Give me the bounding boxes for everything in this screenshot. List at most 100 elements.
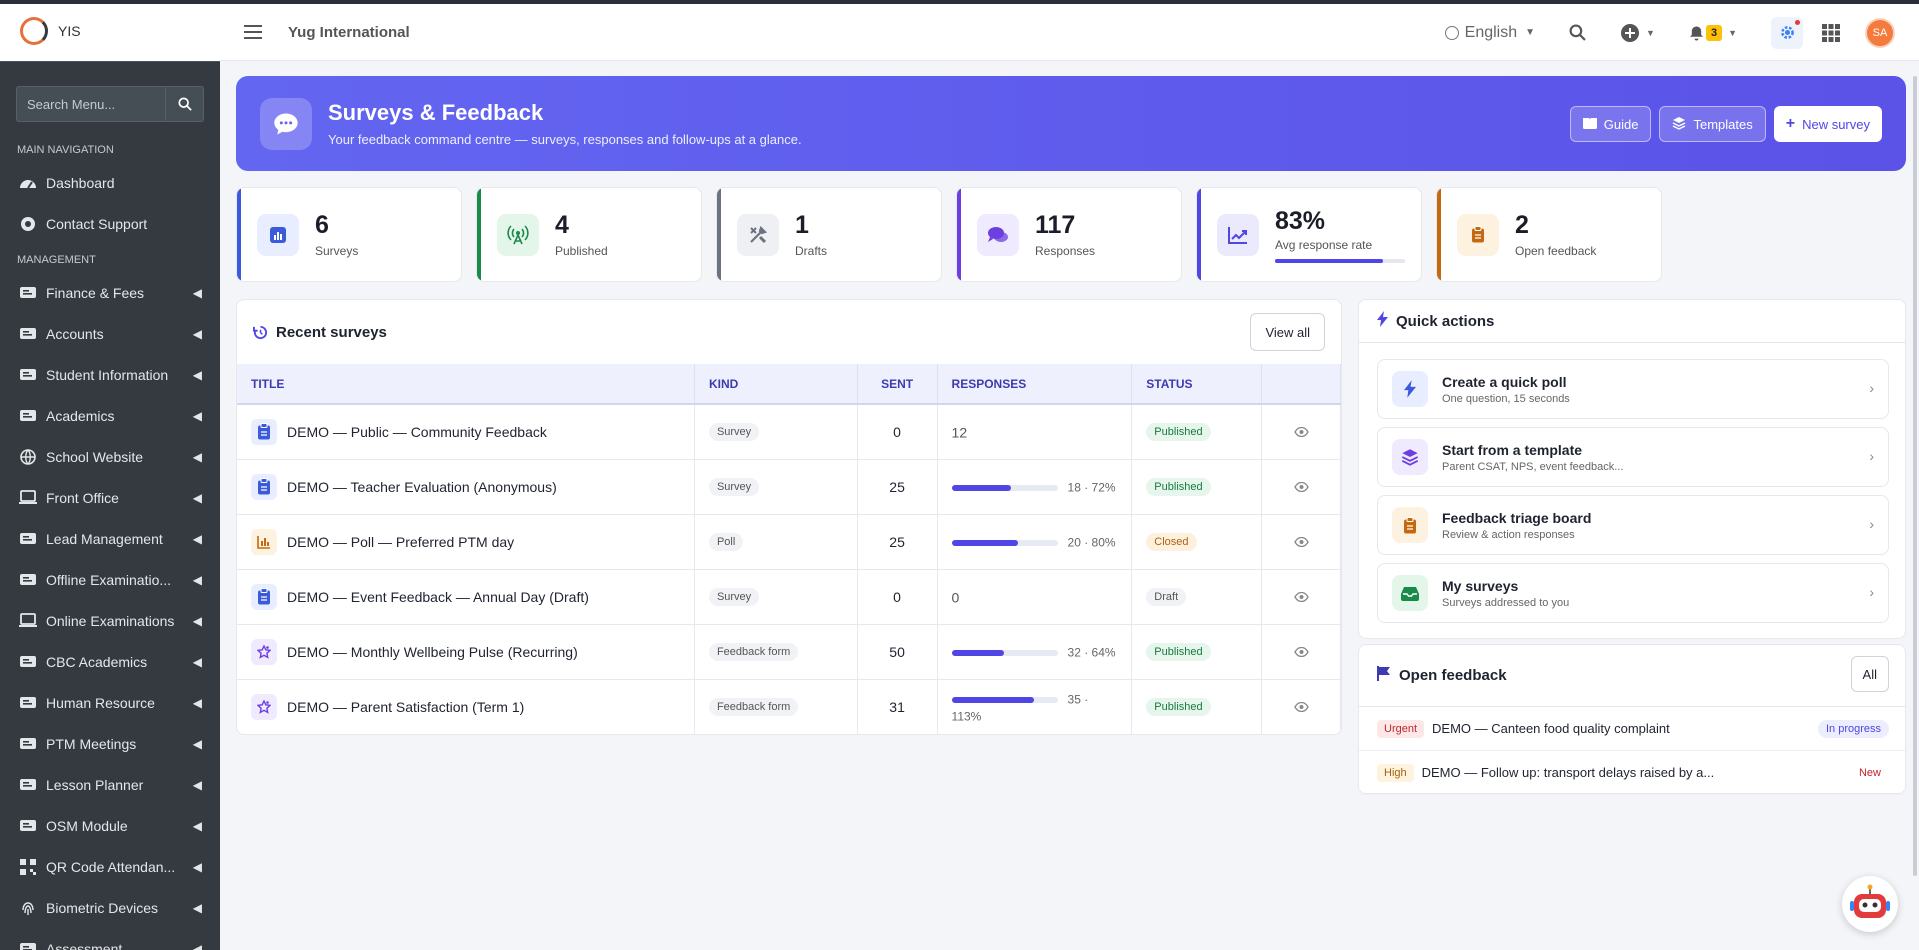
guide-button[interactable]: Guide xyxy=(1569,106,1652,142)
survey-title[interactable]: DEMO — Parent Satisfaction (Term 1) xyxy=(287,698,525,715)
sidebar-item-cbc-academics[interactable]: CBC Academics ◀ xyxy=(0,641,220,682)
stat-accent-bar xyxy=(1197,188,1201,281)
sidebar-item-label: Lesson Planner xyxy=(46,776,144,793)
eye-icon[interactable] xyxy=(1293,479,1309,495)
eye-icon[interactable] xyxy=(1293,644,1309,660)
survey-title-cell: DEMO — Parent Satisfaction (Term 1) xyxy=(237,679,695,734)
sidebar-item-qr-code-attendan[interactable]: QR Code Attendan... ◀ xyxy=(0,846,220,887)
response-rate-bar xyxy=(951,539,1058,546)
stat-card-drafts[interactable]: 1 Drafts xyxy=(716,187,942,282)
table-row[interactable]: DEMO — Poll — Preferred PTM day Poll 25 … xyxy=(237,514,1341,570)
sidebar-item-label: OSM Module xyxy=(46,817,128,834)
user-avatar[interactable]: SA xyxy=(1865,17,1895,48)
feedback-text: DEMO — Follow up: transport delays raise… xyxy=(1421,765,1715,780)
quick-action-my-surveys[interactable]: My surveys Surveys addressed to you › xyxy=(1377,563,1889,623)
status-badge: Published xyxy=(1146,643,1211,661)
survey-title[interactable]: DEMO — Teacher Evaluation (Anonymous) xyxy=(287,478,557,495)
new-survey-button[interactable]: + New survey xyxy=(1773,106,1882,142)
star-icon xyxy=(251,638,277,665)
notifications-menu[interactable]: 3 ▼ xyxy=(1689,24,1737,41)
sidebar-item-osm-module[interactable]: OSM Module ◀ xyxy=(0,805,220,846)
responses-text: 12 xyxy=(951,424,968,441)
sidebar-item-contact-support[interactable]: Contact Support xyxy=(0,203,220,244)
guide-label: Guide xyxy=(1603,116,1639,132)
sidebar-item-finance-fees[interactable]: Finance & Fees ◀ xyxy=(0,272,220,313)
sidebar-item-lead-management[interactable]: Lead Management ◀ xyxy=(0,518,220,559)
table-row[interactable]: DEMO — Monthly Wellbeing Pulse (Recurrin… xyxy=(237,624,1341,680)
sidebar-item-online-examinations[interactable]: Online Examinations ◀ xyxy=(0,600,220,641)
survey-title[interactable]: DEMO — Event Feedback — Annual Day (Draf… xyxy=(287,588,589,605)
quick-action-feedback-triage-board[interactable]: Feedback triage board Review & action re… xyxy=(1377,495,1889,555)
stat-card-responses[interactable]: 117 Responses xyxy=(956,187,1182,282)
status-badge: Draft xyxy=(1146,588,1187,606)
responses-cell: 20 · 80% xyxy=(937,514,1133,570)
people-icon xyxy=(18,694,38,712)
table-row[interactable]: DEMO — Event Feedback — Annual Day (Draf… xyxy=(237,569,1341,625)
sidebar-item-ptm-meetings[interactable]: PTM Meetings ◀ xyxy=(0,723,220,764)
global-search-button[interactable] xyxy=(1569,24,1586,41)
quick-action-start-from-a-template[interactable]: Start from a template Parent CSAT, NPS, … xyxy=(1377,427,1889,487)
survey-title[interactable]: DEMO — Poll — Preferred PTM day xyxy=(287,533,515,550)
stat-card-surveys[interactable]: 6 Surveys xyxy=(236,187,462,282)
apps-grid-button[interactable] xyxy=(1821,23,1841,43)
funnel-icon xyxy=(18,530,38,548)
brand[interactable]: YIS xyxy=(0,0,220,62)
feedback-item[interactable]: High DEMO — Follow up: transport delays … xyxy=(1359,751,1905,795)
quick-action-create-a-quick-poll[interactable]: Create a quick poll One question, 15 sec… xyxy=(1377,359,1889,419)
eye-icon[interactable] xyxy=(1293,589,1309,605)
sent-cell: 50 xyxy=(857,624,938,680)
sidebar-item-offline-examinatio[interactable]: Offline Examinatio... ◀ xyxy=(0,559,220,600)
chevron-right-icon: › xyxy=(1869,516,1874,532)
sidebar-item-student-information[interactable]: Student Information ◀ xyxy=(0,354,220,395)
sidebar-item-accounts[interactable]: Accounts ◀ xyxy=(0,313,220,354)
hamburger-menu-icon[interactable] xyxy=(244,21,262,43)
feedback-status-badge: New xyxy=(1858,766,1881,779)
sidebar-item-school-website[interactable]: School Website ◀ xyxy=(0,436,220,477)
actions-cell xyxy=(1261,404,1341,460)
sidebar-item-label: QR Code Attendan... xyxy=(46,858,176,875)
desktop-icon xyxy=(18,489,38,507)
clipboard-icon xyxy=(251,473,277,500)
responses-cell: 35 · 113% xyxy=(937,679,1133,734)
menu-search-button[interactable] xyxy=(165,86,204,122)
sidebar-item-academics[interactable]: Academics ◀ xyxy=(0,395,220,436)
sidebar-item-biometric-devices[interactable]: Biometric Devices ◀ xyxy=(0,887,220,928)
grid-icon xyxy=(1822,23,1840,42)
sidebar-item-label: Assessment xyxy=(46,940,123,950)
quick-action-title: Start from a template xyxy=(1442,441,1583,458)
settings-button[interactable] xyxy=(1771,16,1803,49)
table-row[interactable]: DEMO — Teacher Evaluation (Anonymous) Su… xyxy=(237,459,1341,515)
school-icon xyxy=(18,407,38,425)
stat-card-published[interactable]: 4 Published xyxy=(476,187,702,282)
actions-cell xyxy=(1261,514,1341,570)
view-all-button[interactable]: View all xyxy=(1250,313,1325,351)
templates-button[interactable]: Templates xyxy=(1659,106,1766,142)
response-rate-bar xyxy=(951,484,1058,491)
kind-cell: Poll xyxy=(694,514,858,570)
sidebar-item-human-resource[interactable]: Human Resource ◀ xyxy=(0,682,220,723)
survey-title-cell: DEMO — Poll — Preferred PTM day xyxy=(237,514,695,570)
stat-card-open-feedback[interactable]: 2 Open feedback xyxy=(1436,187,1662,282)
quick-add-menu[interactable]: ▼ xyxy=(1620,23,1655,43)
eye-icon[interactable] xyxy=(1293,424,1309,440)
sidebar-item-dashboard[interactable]: Dashboard xyxy=(0,162,220,203)
notification-count-badge: 3 xyxy=(1705,24,1723,41)
table-row[interactable]: DEMO — Parent Satisfaction (Term 1) Feed… xyxy=(237,679,1341,734)
sidebar-item-assessment[interactable]: Assessment ◀ xyxy=(0,928,220,950)
page-scrollbar[interactable] xyxy=(1913,76,1917,876)
status-cell: Published xyxy=(1131,679,1263,734)
table-row[interactable]: DEMO — Public — Community Feedback Surve… xyxy=(237,404,1341,460)
feedback-item[interactable]: Urgent DEMO — Canteen food quality compl… xyxy=(1359,707,1905,751)
language-selector[interactable]: English ▼ xyxy=(1444,24,1535,42)
eye-icon[interactable] xyxy=(1293,699,1309,715)
sidebar-item-lesson-planner[interactable]: Lesson Planner ◀ xyxy=(0,764,220,805)
inbox-icon xyxy=(1392,575,1428,611)
stat-card-avg-response-rate[interactable]: 83% Avg response rate xyxy=(1196,187,1422,282)
eye-icon[interactable] xyxy=(1293,534,1309,550)
menu-search-input[interactable]: Search Menu... xyxy=(16,86,165,122)
all-feedback-button[interactable]: All xyxy=(1850,656,1889,692)
survey-title[interactable]: DEMO — Public — Community Feedback xyxy=(287,423,547,440)
sidebar-item-front-office[interactable]: Front Office ◀ xyxy=(0,477,220,518)
chatbot-launcher[interactable] xyxy=(1842,876,1898,932)
survey-title[interactable]: DEMO — Monthly Wellbeing Pulse (Recurrin… xyxy=(287,643,578,660)
